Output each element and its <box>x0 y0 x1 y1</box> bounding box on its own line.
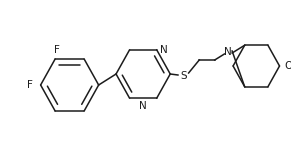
Text: F: F <box>54 45 60 55</box>
Text: S: S <box>180 71 187 81</box>
Text: N: N <box>139 101 147 111</box>
Text: F: F <box>27 80 33 90</box>
Text: O: O <box>284 61 291 71</box>
Text: N: N <box>224 47 232 57</box>
Text: N: N <box>159 45 167 55</box>
